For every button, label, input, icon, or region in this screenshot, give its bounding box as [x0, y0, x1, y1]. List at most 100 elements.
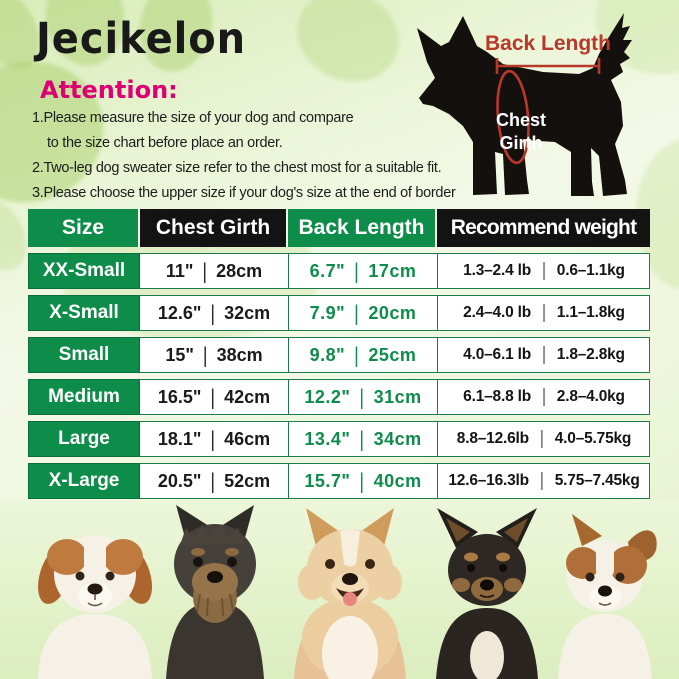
dog-silhouette [417, 13, 632, 196]
size-cell: XX-Small [28, 253, 140, 289]
chest-cm: 32cm [224, 302, 271, 323]
weight-lb: 2.4–4.0 lb [463, 304, 531, 321]
chest-girth-cell: 18.1" | 46cm [140, 422, 288, 456]
weight-cell: 1.3–2.4 lb | 0.6–1.1kg [437, 254, 650, 288]
back-inches: 7.9" [309, 302, 346, 323]
row-data: 15" | 38cm 9.8" | 25cm 4.0–6.1 lb | 1.8–2.8kg [140, 337, 650, 373]
back-length-cell: 9.8" | 25cm [288, 338, 437, 372]
table-row: X-Small 12.6" | 32cm 7.9" | 20cm 2.4–4.0 lb |… [28, 295, 650, 331]
separator: | [541, 385, 546, 407]
back-cm: 31cm [373, 386, 422, 407]
row-data: 20.5" | 52cm 15.7" | 40cm 12.6–16.3lb | 5.75–7… [140, 463, 650, 499]
weight-lb: 4.0–6.1 lb [463, 346, 531, 363]
attention-line: 1.Please measure the size of your dog an… [32, 110, 354, 126]
attention-list: 1.Please measure the size of your dog an… [32, 106, 502, 206]
separator: | [359, 467, 365, 493]
chest-cm: 46cm [224, 428, 271, 449]
separator: | [359, 383, 365, 409]
attention-heading: Attention: [40, 76, 178, 104]
size-cell: Large [28, 421, 140, 457]
table-row: Large 18.1" | 46cm 13.4" | 34cm 8.8–12.6lb | 4… [28, 421, 650, 457]
weight-cell: 2.4–4.0 lb | 1.1–1.8kg [437, 296, 650, 330]
separator: | [202, 341, 208, 367]
chest-inches: 18.1" [157, 428, 202, 449]
row-data: 12.6" | 32cm 7.9" | 20cm 2.4–4.0 lb | 1.1–1.8k… [140, 295, 650, 331]
chest-inches: 15" [165, 344, 194, 365]
weight-kg: 1.1–1.8kg [556, 304, 625, 321]
dog-silhouette-diagram: Back Length Chest Girth [417, 13, 632, 196]
separator: | [210, 299, 216, 325]
separator: | [210, 383, 216, 409]
attention-line: 2.Two-leg dog sweater size refer to the … [32, 160, 442, 176]
header-size: Size [28, 209, 140, 247]
dogs-photo-strip [0, 500, 679, 679]
weight-cell: 6.1–8.8 lb | 2.8–4.0kg [437, 380, 650, 414]
separator: | [539, 469, 544, 491]
back-length-cell: 12.2" | 31cm [288, 380, 437, 414]
header-back-length: Back Length [288, 209, 437, 247]
dog-white-brown-terrier [558, 514, 657, 679]
back-length-cell: 6.7" | 17cm [288, 254, 437, 288]
weight-cell: 12.6–16.3lb | 5.75–7.45kg [437, 464, 650, 498]
chest-inches: 20.5" [157, 470, 202, 491]
back-cm: 40cm [373, 470, 422, 491]
measurement-diagram: Back Length Chest Girth [393, 2, 679, 214]
separator: | [541, 301, 546, 323]
weight-lb: 1.3–2.4 lb [463, 262, 531, 279]
back-inches: 12.2" [304, 386, 351, 407]
weight-kg: 2.8–4.0kg [556, 388, 625, 405]
chest-inches: 11" [165, 260, 194, 281]
dog-white-brown-puppy [37, 535, 153, 679]
row-data: 18.1" | 46cm 13.4" | 34cm 8.8–12.6lb | 4.0–5.7… [140, 421, 650, 457]
dog-cream-pomeranian [294, 508, 406, 679]
size-cell: X-Small [28, 295, 140, 331]
attention-line: 3.Please choose the upper size if your d… [32, 185, 456, 201]
back-length-label: Back Length [485, 32, 611, 55]
separator: | [354, 299, 360, 325]
attention-line: to the size chart before place an order. [47, 135, 283, 151]
separator: | [354, 257, 360, 283]
weight-kg: 1.8–2.8kg [556, 346, 625, 363]
dog-black-tan-chihuahua [436, 508, 538, 679]
table-row: XX-Small 11" | 28cm 6.7" | 17cm 1.3–2.4 lb | 0… [28, 253, 650, 289]
back-inches: 9.8" [309, 344, 346, 365]
weight-kg: 0.6–1.1kg [556, 262, 625, 279]
weight-kg: 5.75–7.45kg [554, 472, 640, 489]
brand-title: Jecikelon [36, 14, 247, 64]
weight-cell: 8.8–12.6lb | 4.0–5.75kg [437, 422, 650, 456]
chest-girth-cell: 20.5" | 52cm [140, 464, 288, 498]
row-data: 11" | 28cm 6.7" | 17cm 1.3–2.4 lb | 0.6–1.1kg [140, 253, 650, 289]
back-inches: 13.4" [304, 428, 351, 449]
back-length-cell: 7.9" | 20cm [288, 296, 437, 330]
back-inches: 15.7" [304, 470, 351, 491]
five-dogs-illustration [37, 505, 657, 679]
chest-inches: 12.6" [157, 302, 202, 323]
weight-lb: 8.8–12.6lb [456, 430, 529, 447]
size-cell: Medium [28, 379, 140, 415]
weight-cell: 4.0–6.1 lb | 1.8–2.8kg [437, 338, 650, 372]
back-inches: 6.7" [309, 260, 346, 281]
header-chest-girth: Chest Girth [140, 209, 288, 247]
back-cm: 34cm [373, 428, 422, 449]
table-row: Small 15" | 38cm 9.8" | 25cm 4.0–6.1 lb | 1.8–… [28, 337, 650, 373]
back-length-cell: 13.4" | 34cm [288, 422, 437, 456]
chest-inches: 16.5" [157, 386, 202, 407]
separator: | [354, 341, 360, 367]
separator: | [541, 343, 546, 365]
chest-girth-cell: 15" | 38cm [140, 338, 288, 372]
chest-girth-ellipse [496, 69, 530, 165]
separator: | [359, 425, 365, 451]
weight-kg: 4.0–5.75kg [554, 430, 632, 447]
table-row: X-Large 20.5" | 52cm 15.7" | 40cm 12.6–16.3l… [28, 463, 650, 499]
chest-girth-cell: 16.5" | 42cm [140, 380, 288, 414]
weight-lb: 12.6–16.3lb [448, 472, 529, 489]
back-cm: 25cm [368, 344, 417, 365]
back-length-cell: 15.7" | 40cm [288, 464, 437, 498]
separator: | [210, 425, 216, 451]
back-cm: 20cm [368, 302, 417, 323]
chest-girth-label-line2: Girth [500, 133, 543, 153]
table-header-row: Size Chest Girth Back Length Recommend w… [28, 209, 650, 247]
separator: | [210, 467, 216, 493]
dog-yorkie [166, 505, 264, 679]
